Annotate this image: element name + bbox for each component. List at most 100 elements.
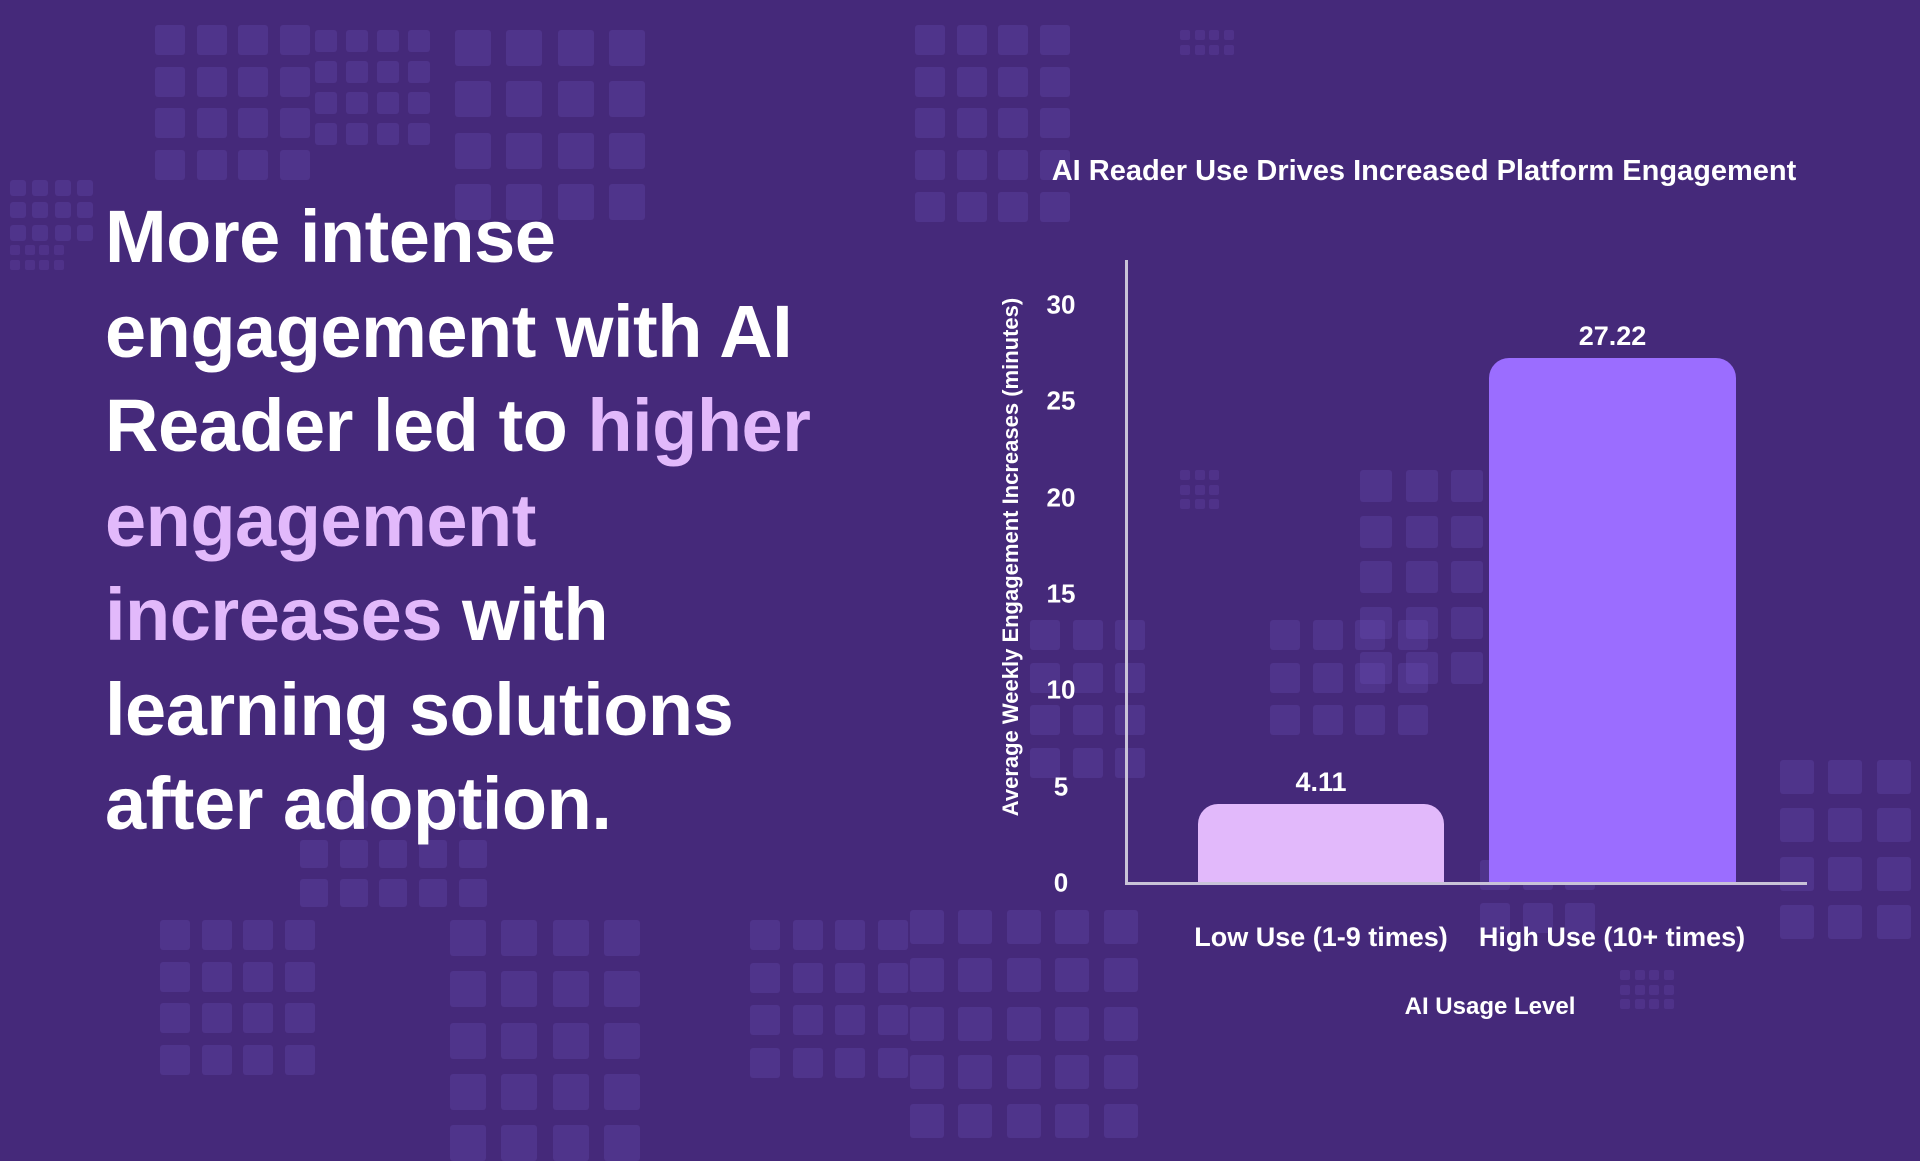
background-tile xyxy=(956,108,987,139)
y-tick-label: 5 xyxy=(1053,771,1069,802)
background-tile xyxy=(552,1073,589,1110)
background-tile xyxy=(603,971,640,1008)
background-tile xyxy=(792,962,823,993)
background-tile xyxy=(1180,470,1190,480)
background-tile xyxy=(1055,958,1090,993)
background-tile xyxy=(552,1022,589,1059)
background-tile xyxy=(1397,662,1428,693)
background-tile xyxy=(1209,499,1219,509)
headline-highlight: higher engagement increases xyxy=(105,384,811,656)
background-tile xyxy=(1451,561,1483,593)
background-tile xyxy=(1828,760,1863,794)
background-tile xyxy=(54,202,71,219)
category-label-high: High Use (10+ times) xyxy=(1478,922,1746,952)
background-tile xyxy=(998,191,1029,222)
y-tick-label: 0 xyxy=(1053,867,1069,898)
background-tile xyxy=(835,1005,866,1036)
background-tile xyxy=(1780,808,1814,843)
background-tile xyxy=(750,1005,780,1036)
background-tile xyxy=(243,1003,274,1034)
background-tile xyxy=(1451,606,1483,639)
background-tile xyxy=(10,180,26,196)
background-tile xyxy=(1055,910,1090,944)
background-tile xyxy=(1405,470,1438,502)
background-tile xyxy=(1006,910,1041,944)
background-tile xyxy=(1634,970,1645,980)
bar-value-low-use: 4.11 xyxy=(1295,766,1347,797)
background-tile xyxy=(998,66,1029,97)
background-tile xyxy=(155,25,185,55)
background-tile xyxy=(1194,484,1205,495)
background-tile xyxy=(1876,905,1911,940)
headline-text-part2: with learning solutions after adoption. xyxy=(105,573,734,845)
background-tile xyxy=(1355,620,1386,650)
background-tile xyxy=(956,25,987,55)
background-tile xyxy=(1115,662,1146,693)
background-tile xyxy=(1103,1006,1138,1041)
background-tile xyxy=(300,879,328,908)
background-tile xyxy=(1194,470,1205,480)
background-tile xyxy=(557,81,594,118)
background-tile xyxy=(160,961,190,992)
background-tile xyxy=(24,259,35,270)
background-tile xyxy=(54,224,71,241)
y-axis-label: Average Weekly Engagement Increases (min… xyxy=(998,297,1023,817)
background-tile xyxy=(501,920,538,956)
background-tile xyxy=(285,1045,316,1076)
background-tile xyxy=(1405,606,1438,639)
background-tile xyxy=(1397,705,1428,736)
background-tile xyxy=(39,245,49,255)
background-tile xyxy=(201,1045,232,1076)
background-tile xyxy=(450,971,486,1008)
background-tile xyxy=(1103,910,1138,944)
background-tile xyxy=(1006,1103,1041,1138)
background-tile xyxy=(10,245,20,255)
y-tick-label: 30 xyxy=(1046,289,1076,320)
background-tile xyxy=(501,1073,538,1110)
background-tile xyxy=(196,150,227,181)
background-tile xyxy=(915,108,945,139)
background-tile xyxy=(280,108,311,139)
background-tile xyxy=(750,920,780,950)
background-tile xyxy=(956,150,987,181)
background-tile xyxy=(1030,705,1060,736)
background-tile xyxy=(1780,905,1814,940)
background-tile xyxy=(1115,620,1146,650)
background-tile xyxy=(1828,905,1863,940)
headline: More intense engagement with AI Reader l… xyxy=(105,190,865,852)
background-tile xyxy=(32,202,49,219)
background-tile xyxy=(1006,1006,1041,1041)
background-tile xyxy=(750,962,780,993)
background-tile xyxy=(877,962,908,993)
background-tile xyxy=(1209,470,1219,480)
background-tile xyxy=(1780,760,1814,794)
background-tile xyxy=(792,920,823,950)
bar-low-use xyxy=(1198,803,1444,883)
background-tile xyxy=(53,245,64,255)
background-tile xyxy=(315,30,337,52)
background-tile xyxy=(155,150,185,181)
background-tile xyxy=(155,66,185,97)
background-tile xyxy=(315,92,337,114)
background-tile xyxy=(958,1103,993,1138)
background-tile xyxy=(608,132,645,169)
background-tile xyxy=(1876,808,1911,843)
background-tile xyxy=(1355,705,1386,736)
background-tile xyxy=(76,202,93,219)
background-tile xyxy=(1180,44,1190,55)
background-tile xyxy=(408,123,430,145)
background-tile xyxy=(552,971,589,1008)
y-tick-label: 25 xyxy=(1046,385,1076,416)
background-tile xyxy=(377,61,399,83)
background-tile xyxy=(339,879,368,908)
background-tile xyxy=(1312,705,1343,736)
background-tile xyxy=(455,30,491,66)
background-tile xyxy=(450,1073,486,1110)
background-tile xyxy=(39,259,49,270)
background-tile xyxy=(1103,958,1138,993)
background-tile xyxy=(910,910,944,944)
background-tile xyxy=(280,25,311,55)
background-tile xyxy=(915,66,945,97)
background-tile xyxy=(455,132,491,169)
background-tile xyxy=(910,1055,944,1090)
